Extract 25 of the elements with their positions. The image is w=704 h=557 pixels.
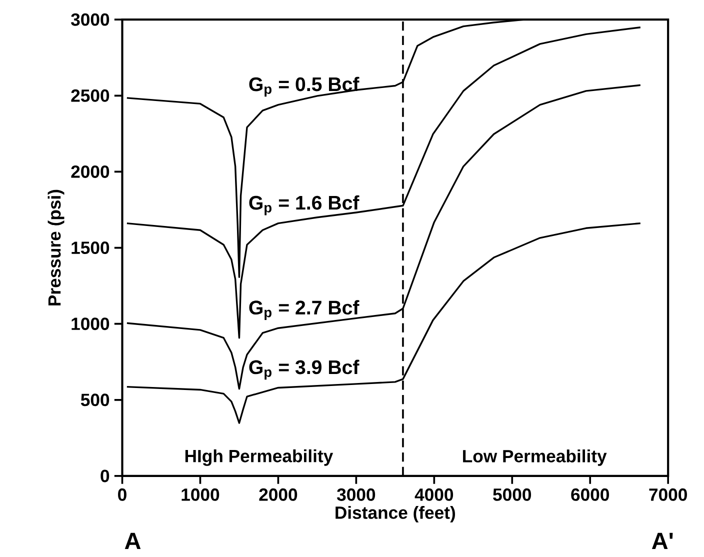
y-tick-label: 2500	[71, 89, 110, 102]
x-tick-label: 4000	[414, 488, 454, 501]
series-label: G$_{p}$ = 1.6 Bcf	[249, 195, 360, 216]
x-tick-label: 1000	[182, 488, 220, 501]
x-tick-label: 6000	[571, 488, 609, 501]
x-tick-label: 3000	[336, 488, 376, 501]
y-tick-label: 1000	[72, 317, 110, 330]
annotation: HIgh Permeability	[185, 449, 334, 466]
y-axis-title: Pressure (psi)	[48, 190, 64, 306]
text: A	[124, 532, 141, 549]
series-label: G$_{p}$ = 0.5 Bcf	[249, 76, 360, 97]
series-label: G$_{p}$ = 3.9 Bcf	[249, 360, 360, 380]
x-tick-label: 0	[118, 488, 126, 501]
series-label: G$_{p}$ = 2.7 Bcf	[249, 300, 360, 320]
text: A'	[652, 532, 673, 549]
y-tick-label: 0	[100, 470, 110, 482]
y-tick-label: 500	[80, 394, 110, 406]
x-tick-label: 7000	[649, 488, 687, 501]
x-axis-title: Distance (feet)	[336, 506, 455, 522]
y-tick-label: 1500	[72, 241, 110, 254]
x-tick-label: 2000	[259, 488, 298, 501]
y-tick-label: 3000	[70, 13, 110, 26]
annotation: Low Permeability	[463, 449, 607, 466]
y-tick-label: 2000	[71, 165, 110, 178]
x-tick-label: 5000	[493, 488, 532, 501]
